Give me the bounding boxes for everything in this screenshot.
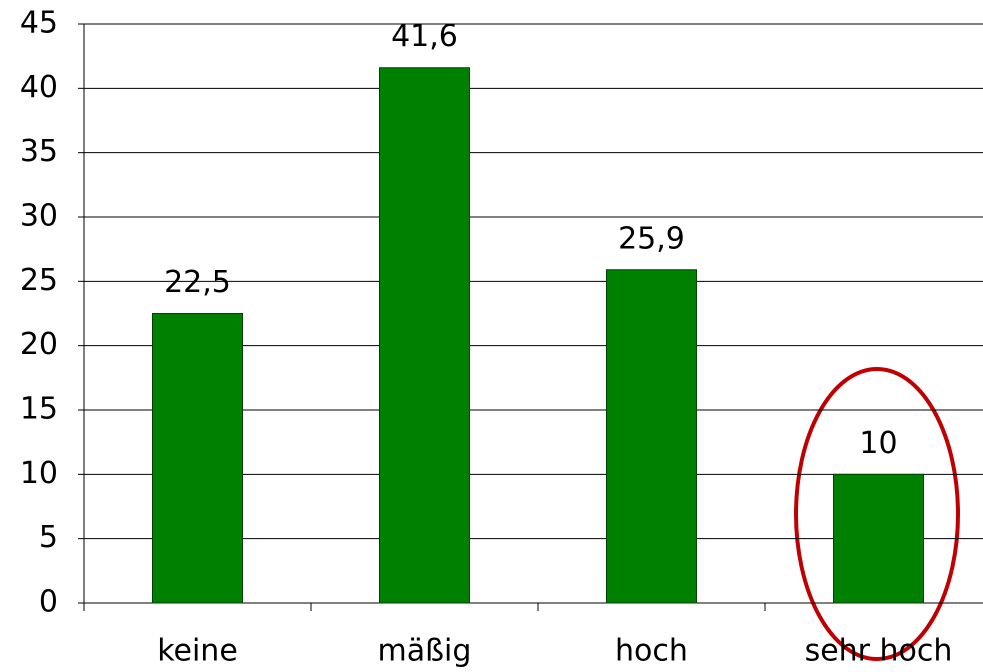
data-label: 41,6 [391,19,458,54]
data-label: 10 [859,426,897,461]
x-tick-label: hoch [615,634,688,669]
y-tick-label: 15 [20,392,58,427]
bar [379,67,470,604]
x-tick-label: sehr hoch [805,634,953,669]
y-tick-label: 45 [20,6,58,41]
y-tick-label: 0 [39,585,58,620]
y-tick-label: 40 [20,70,58,105]
y-tick-label: 30 [20,199,58,234]
bar [606,269,697,604]
y-tick-label: 5 [39,520,58,555]
bar [833,473,924,604]
data-label: 25,9 [618,221,685,256]
y-tick-label: 25 [20,263,58,298]
bar [152,313,243,604]
y-tick-label: 35 [20,134,58,169]
y-tick-label: 10 [20,456,58,491]
y-tick-label: 20 [20,327,58,362]
data-label: 22,5 [164,265,231,300]
x-tick-label: mäßig [378,634,472,669]
x-tick-label: keine [157,634,238,669]
highlight-ellipse [794,367,960,661]
